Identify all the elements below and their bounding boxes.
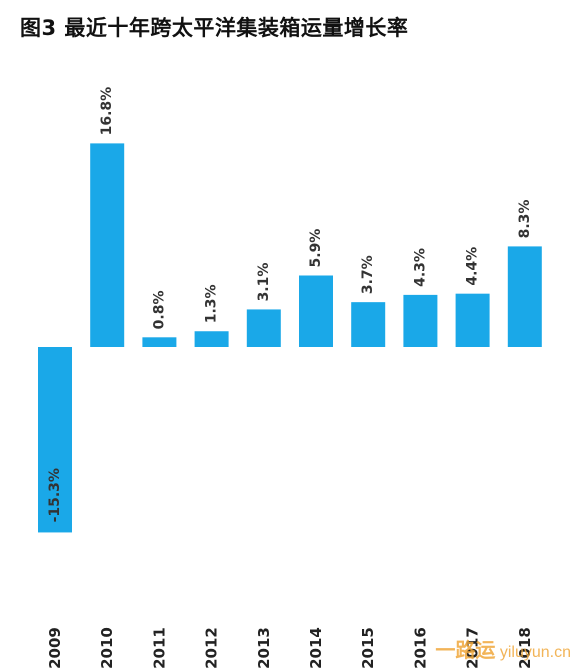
value-label-2011: 0.8% — [151, 290, 167, 329]
value-label-2017: 4.4% — [465, 247, 481, 286]
bar-2012 — [194, 331, 229, 347]
x-tick-label-2011: 2011 — [150, 627, 168, 669]
x-tick-label-2018: 2018 — [516, 627, 534, 669]
value-label-2016: 4.3% — [412, 248, 428, 287]
bar-2016 — [403, 294, 438, 347]
x-tick-label-2010: 2010 — [98, 627, 116, 669]
x-tick-label-2014: 2014 — [307, 627, 325, 669]
x-tick-label-2013: 2013 — [255, 627, 273, 669]
x-tick-label-2009: 2009 — [46, 627, 64, 669]
value-label-2012: 1.3% — [204, 284, 220, 323]
value-label-2013: 3.1% — [256, 263, 272, 302]
bar-2009 — [38, 347, 72, 533]
bar-2018 — [507, 246, 542, 347]
watermark-name: 一路运 — [435, 640, 496, 662]
watermark: 一路运 yiluyun.cn — [435, 634, 571, 663]
bar-2014 — [299, 275, 333, 347]
value-label-2015: 3.7% — [360, 255, 376, 294]
bar-2013 — [246, 309, 281, 347]
x-tick-label-2012: 2012 — [203, 627, 221, 669]
bar-2011 — [142, 337, 177, 347]
x-tick-label-2017: 2017 — [464, 627, 482, 669]
bar-2015 — [351, 302, 386, 347]
bar-2017 — [455, 293, 490, 347]
x-tick-label-2015: 2015 — [359, 627, 377, 669]
chart-title: 图3 最近十年跨太平洋集装箱运量增长率 — [20, 16, 409, 40]
watermark-domain: yiluyun.cn — [499, 644, 571, 661]
value-label-2009: -15.3% — [47, 468, 63, 522]
bar-2010 — [90, 143, 125, 347]
value-label-2018: 8.3% — [517, 200, 533, 239]
value-label-2010: 16.8% — [99, 87, 115, 136]
x-tick-label-2016: 2016 — [411, 627, 429, 669]
value-label-2014: 5.9% — [308, 229, 324, 268]
